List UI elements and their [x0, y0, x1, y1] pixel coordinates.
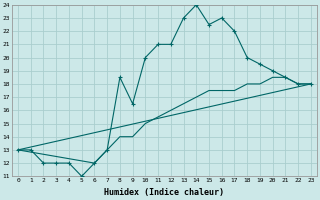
- X-axis label: Humidex (Indice chaleur): Humidex (Indice chaleur): [104, 188, 224, 197]
